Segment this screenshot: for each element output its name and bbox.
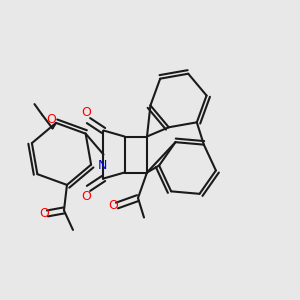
Text: O: O [39, 207, 49, 220]
Text: O: O [109, 199, 118, 212]
Text: O: O [81, 190, 91, 203]
Text: N: N [97, 159, 107, 172]
Text: O: O [81, 106, 91, 119]
Text: O: O [46, 113, 56, 126]
